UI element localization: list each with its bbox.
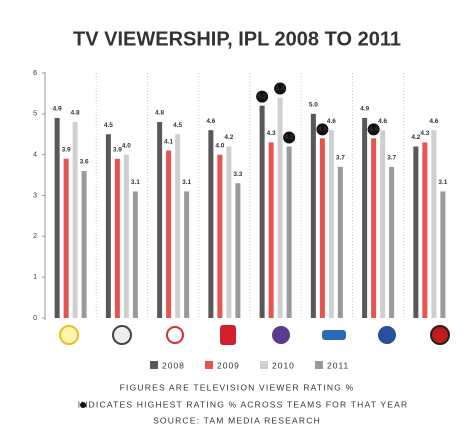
- bar: [235, 183, 241, 318]
- bar: [422, 142, 428, 318]
- bar: [389, 166, 395, 318]
- value-label: 4.8: [155, 110, 164, 117]
- footnote: SOURCE: TAM MEDIA RESEARCH: [153, 415, 321, 425]
- y-tick-label: 5: [33, 111, 37, 118]
- bar: [286, 146, 292, 318]
- value-label: 4.5: [104, 122, 113, 129]
- value-label: 3.1: [182, 179, 191, 186]
- value-label: 3.6: [80, 159, 89, 166]
- footnote-bullet: [80, 402, 86, 408]
- y-tick-label: 0: [33, 315, 37, 322]
- legend-label: 2009: [217, 360, 240, 370]
- footnote: INDICATES HIGHEST RATING % ACROSS TEAMS …: [78, 399, 409, 409]
- bar: [440, 191, 446, 318]
- value-label: 4.6: [206, 118, 215, 125]
- bar: [54, 117, 60, 319]
- bar: [72, 122, 78, 318]
- chart-title: TV VIEWERSHIP, IPL 2008 TO 2011: [73, 28, 401, 50]
- highlight-marker: [274, 82, 287, 95]
- y-tick-label: 1: [33, 274, 37, 281]
- value-label: 4.6: [327, 118, 336, 125]
- value-label: 4.0: [122, 142, 131, 149]
- value-label: 3.3: [233, 171, 242, 178]
- bar: [259, 105, 265, 319]
- footnote: FIGURES ARE TELEVISION VIEWER RATING %: [120, 382, 355, 392]
- legend-label: 2008: [162, 360, 185, 370]
- bar: [123, 154, 129, 318]
- value-label: 5.4: [276, 85, 285, 92]
- bar: [157, 122, 163, 318]
- bar: [166, 150, 172, 318]
- value-label: 3.1: [131, 179, 140, 186]
- bar: [208, 130, 214, 318]
- value-label: 4.6: [429, 118, 438, 125]
- bar: [328, 130, 334, 318]
- bar: [268, 142, 274, 318]
- bar: [175, 134, 181, 318]
- bar: [217, 154, 223, 318]
- value-label: 4.3: [420, 130, 429, 137]
- value-label: 4.2: [411, 134, 420, 141]
- bar: [105, 134, 111, 318]
- value-label: 3.1: [438, 179, 447, 186]
- bar: [132, 191, 138, 318]
- value-label: 4.9: [53, 106, 62, 113]
- bar: [226, 146, 232, 318]
- bar: [63, 158, 69, 318]
- value-label: 5.0: [309, 102, 318, 109]
- y-tick-label: 6: [33, 70, 37, 77]
- bar: [319, 138, 325, 318]
- bar: [362, 117, 368, 319]
- highlight-marker: [283, 131, 296, 144]
- value-label: 3.7: [387, 155, 396, 162]
- value-label: 3.9: [113, 146, 122, 153]
- value-label: 4.5: [173, 122, 182, 129]
- legend-label: 2010: [272, 360, 295, 370]
- legend-label: 2011: [327, 360, 349, 370]
- legend-swatch: [150, 361, 158, 369]
- value-label: 4.0: [215, 142, 224, 149]
- bar: [413, 146, 419, 318]
- highlight-marker: [316, 123, 329, 136]
- value-label: 4.4: [318, 126, 327, 133]
- value-label: 4.2: [224, 134, 233, 141]
- bar: [310, 113, 316, 318]
- value-label: 4.3: [267, 130, 276, 137]
- value-label: 4.2: [285, 134, 294, 141]
- value-label: 5.2: [258, 93, 267, 100]
- bar: [337, 166, 343, 318]
- value-label: 4.9: [360, 106, 369, 113]
- value-label: 4.1: [164, 138, 173, 145]
- legend-swatch: [260, 361, 268, 369]
- legend-swatch: [205, 361, 213, 369]
- bar: [380, 130, 386, 318]
- bar: [431, 130, 437, 318]
- bar: [371, 138, 377, 318]
- team-logos: [59, 325, 450, 345]
- value-label: 3.7: [336, 155, 345, 162]
- bar: [114, 158, 120, 318]
- highlight-marker: [367, 123, 380, 136]
- value-label: 3.9: [62, 146, 71, 153]
- value-label: 4.4: [369, 126, 378, 133]
- value-label: 4.6: [378, 118, 387, 125]
- y-tick-label: 2: [33, 233, 37, 240]
- y-tick-label: 4: [33, 152, 37, 159]
- legend-swatch: [315, 361, 323, 369]
- bar: [184, 191, 190, 318]
- highlight-marker: [256, 90, 269, 103]
- bar: [81, 171, 87, 318]
- y-tick-label: 3: [33, 192, 37, 199]
- bar: [277, 97, 283, 318]
- value-label: 4.8: [71, 110, 80, 117]
